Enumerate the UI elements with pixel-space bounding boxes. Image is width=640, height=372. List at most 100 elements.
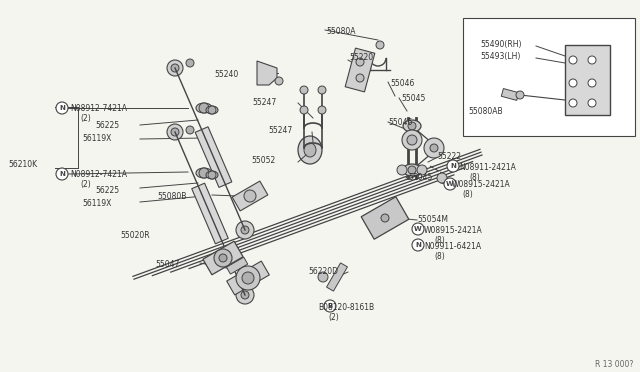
Circle shape xyxy=(275,77,283,85)
Ellipse shape xyxy=(298,136,322,164)
Text: B: B xyxy=(328,303,333,309)
Text: 55080AB: 55080AB xyxy=(468,107,502,116)
Text: (2): (2) xyxy=(80,114,91,123)
Circle shape xyxy=(424,138,444,158)
Circle shape xyxy=(408,166,416,174)
Bar xyxy=(361,197,409,239)
Circle shape xyxy=(186,59,194,67)
Circle shape xyxy=(242,272,254,284)
Circle shape xyxy=(236,286,254,304)
Circle shape xyxy=(356,58,364,66)
Circle shape xyxy=(318,272,328,282)
Text: N08912-7421A: N08912-7421A xyxy=(70,104,127,113)
Circle shape xyxy=(56,168,68,180)
Circle shape xyxy=(402,130,422,150)
Circle shape xyxy=(300,106,308,114)
Circle shape xyxy=(447,160,459,172)
Circle shape xyxy=(381,214,389,222)
Circle shape xyxy=(356,74,364,82)
Text: 55493(LH): 55493(LH) xyxy=(480,52,520,61)
Text: 55054M: 55054M xyxy=(417,215,448,224)
Circle shape xyxy=(219,254,227,262)
Circle shape xyxy=(588,99,596,107)
Text: 56119X: 56119X xyxy=(82,134,111,143)
Text: W08915-2421A: W08915-2421A xyxy=(424,226,483,235)
Circle shape xyxy=(244,190,256,202)
Circle shape xyxy=(318,106,326,114)
Text: N: N xyxy=(59,171,65,177)
Circle shape xyxy=(167,60,183,76)
Text: N: N xyxy=(450,163,456,169)
Ellipse shape xyxy=(403,120,421,132)
Bar xyxy=(227,257,248,274)
Text: W: W xyxy=(414,226,422,232)
Ellipse shape xyxy=(196,103,212,113)
Text: W08915-2421A: W08915-2421A xyxy=(452,180,511,189)
Text: (8): (8) xyxy=(434,252,445,261)
Circle shape xyxy=(376,41,384,49)
Circle shape xyxy=(186,126,194,134)
Text: 55046: 55046 xyxy=(388,118,412,127)
Ellipse shape xyxy=(206,106,218,114)
Circle shape xyxy=(397,165,407,175)
Circle shape xyxy=(208,171,216,179)
Text: 55247: 55247 xyxy=(252,98,276,107)
Bar xyxy=(203,241,243,275)
Text: (8): (8) xyxy=(434,236,445,245)
Circle shape xyxy=(241,291,249,299)
Circle shape xyxy=(199,103,209,113)
Text: 56220D: 56220D xyxy=(308,267,338,276)
Circle shape xyxy=(430,144,438,152)
Text: (2): (2) xyxy=(80,180,91,189)
Text: R 13 000?: R 13 000? xyxy=(595,360,634,369)
Circle shape xyxy=(408,122,416,130)
Circle shape xyxy=(437,173,447,183)
Text: N: N xyxy=(415,242,421,248)
Text: 55490(RH): 55490(RH) xyxy=(480,40,522,49)
Circle shape xyxy=(569,99,577,107)
Bar xyxy=(565,45,610,115)
Polygon shape xyxy=(257,61,277,85)
Text: 55080B: 55080B xyxy=(157,192,186,201)
Circle shape xyxy=(56,102,68,114)
Circle shape xyxy=(241,226,249,234)
Text: N09911-6421A: N09911-6421A xyxy=(424,242,481,251)
Text: B08120-8161B: B08120-8161B xyxy=(318,303,374,312)
Circle shape xyxy=(199,168,209,178)
Text: 55046: 55046 xyxy=(390,79,414,88)
Text: 55020R: 55020R xyxy=(120,231,150,240)
Text: N: N xyxy=(59,105,65,111)
Text: 55240: 55240 xyxy=(214,70,238,79)
Circle shape xyxy=(318,86,326,94)
Circle shape xyxy=(236,266,260,290)
Text: W: W xyxy=(446,181,454,187)
Circle shape xyxy=(444,178,456,190)
Circle shape xyxy=(516,91,524,99)
Circle shape xyxy=(171,64,179,72)
Text: 55047: 55047 xyxy=(155,260,179,269)
Circle shape xyxy=(417,165,427,175)
Text: 55222: 55222 xyxy=(437,152,461,161)
Text: 56210K: 56210K xyxy=(8,160,37,169)
Text: (8): (8) xyxy=(469,173,480,182)
Circle shape xyxy=(588,56,596,64)
Ellipse shape xyxy=(206,171,218,179)
Text: N08912-7421A: N08912-7421A xyxy=(70,170,127,179)
Text: N08911-2421A: N08911-2421A xyxy=(459,163,516,172)
Circle shape xyxy=(569,79,577,87)
Circle shape xyxy=(412,223,424,235)
Bar xyxy=(195,127,232,187)
Circle shape xyxy=(407,135,417,145)
Bar xyxy=(501,89,519,100)
Circle shape xyxy=(236,221,254,239)
Text: 56225: 56225 xyxy=(95,121,119,130)
Text: 55247: 55247 xyxy=(268,126,292,135)
Ellipse shape xyxy=(403,164,421,176)
Text: (8): (8) xyxy=(462,190,473,199)
Text: 55220: 55220 xyxy=(349,53,373,62)
Circle shape xyxy=(412,239,424,251)
Bar xyxy=(232,181,268,211)
Text: 55045: 55045 xyxy=(401,94,426,103)
Bar xyxy=(227,261,269,295)
Text: 56225: 56225 xyxy=(95,186,119,195)
